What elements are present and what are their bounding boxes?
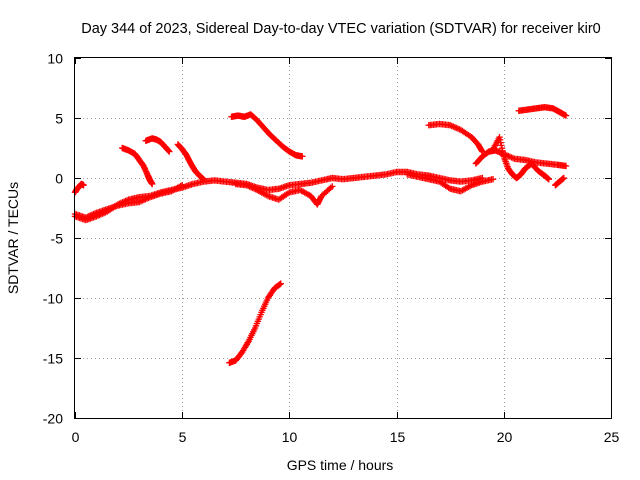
data-point-marker [560,174,567,182]
data-point-marker [562,162,570,170]
series-arc-2 [119,144,156,188]
y-tick-label: -15 [43,351,63,367]
y-tick-label: 10 [47,51,63,67]
y-tick-label: -20 [43,411,63,427]
series-arc-late [472,147,570,170]
y-tick-label: -10 [43,291,63,307]
data-point-marker [179,182,186,189]
data-point-marker [276,281,284,288]
x-tick-label: 10 [282,429,298,445]
plot-frame [74,57,612,419]
series-arc-3 [142,135,173,155]
y-axis-label: SDTVAR / TECUs [5,182,21,294]
y-tick-labels: -20 -15 -10 -5 0 5 10 [43,51,63,427]
data-point-marker [329,183,336,190]
x-tick-labels: 0 5 10 15 20 25 [72,429,620,445]
series-arc-late-loop [489,134,552,183]
y-tick-label: 5 [55,111,63,127]
series-arc-late-top [515,104,570,119]
data-point-marker [80,182,87,189]
series-arc-dip [232,180,336,208]
data-point-marker [277,280,284,287]
data-point-marker [142,166,149,174]
data-point-marker [562,112,570,119]
x-tick-label: 25 [604,429,620,445]
series-arc-4 [174,141,207,183]
y-tick-label: 0 [55,171,63,187]
x-axis-label: GPS time / hours [287,457,394,473]
axis-ticks [75,58,612,419]
x-tick-label: 5 [179,429,187,445]
series-arc-steep [226,280,284,366]
data-point-marker [498,142,505,149]
data-series-group [71,104,570,366]
y-tick-label: -5 [51,231,64,247]
x-tick-label: 0 [72,429,80,445]
chart-title: Day 344 of 2023, Sidereal Day-to-day VTE… [81,21,601,37]
series-arc-late-high [425,120,486,155]
series-arc-mid-high [228,111,306,160]
data-point-marker [489,176,497,183]
x-tick-label: 15 [390,429,406,445]
data-point-marker [299,153,306,160]
series-arc-wave [404,171,497,195]
data-point-marker [478,147,485,154]
x-tick-label: 20 [497,429,513,445]
data-point-marker [200,176,207,183]
series-arc-early-low [71,182,186,221]
data-point-marker [166,148,173,155]
data-point-marker [149,180,156,188]
series-arc-end [552,174,567,189]
data-point-marker [545,176,552,183]
